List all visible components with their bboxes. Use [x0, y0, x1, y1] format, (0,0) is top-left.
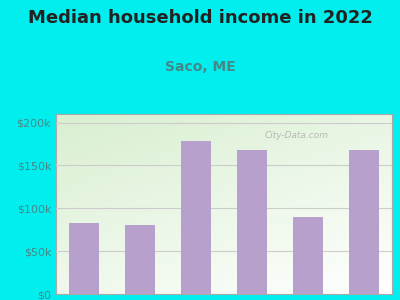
Bar: [181, 141, 212, 294]
Bar: [237, 150, 268, 294]
Text: Median household income in 2022: Median household income in 2022: [28, 9, 372, 27]
Bar: [348, 150, 379, 294]
Bar: [293, 217, 324, 294]
Text: City-Data.com: City-Data.com: [264, 131, 328, 140]
Text: Saco, ME: Saco, ME: [165, 60, 235, 74]
Bar: [125, 225, 155, 294]
Bar: [69, 223, 100, 294]
